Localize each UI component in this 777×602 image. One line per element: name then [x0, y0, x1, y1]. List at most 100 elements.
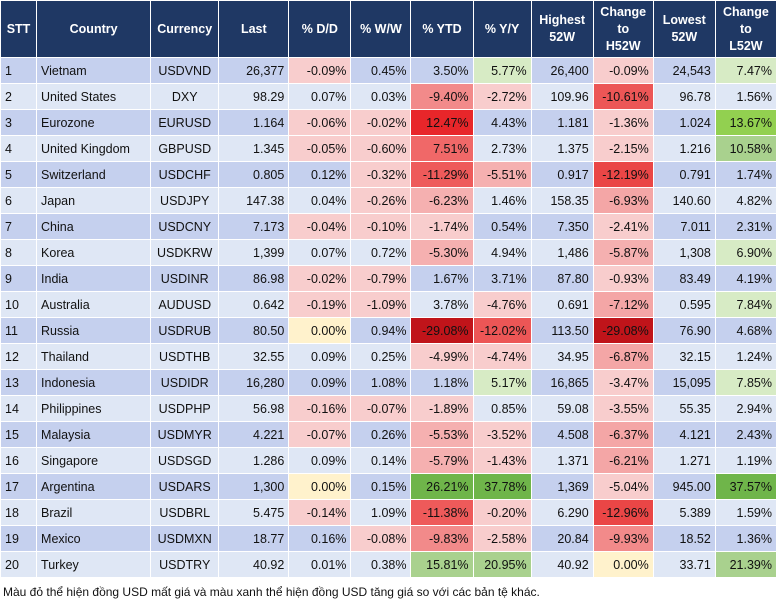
- table-cell: 0.00%: [288, 473, 352, 500]
- table-cell: 34.95: [530, 343, 594, 370]
- table-cell: 15,095: [652, 369, 716, 396]
- table-cell: 4.82%: [714, 187, 777, 214]
- table-cell: 8: [0, 239, 38, 266]
- table-cell: 86.98: [218, 265, 290, 292]
- table-cell: -1.36%: [592, 109, 654, 136]
- table-cell: DXY: [150, 83, 220, 110]
- table-cell: 7.350: [530, 213, 594, 240]
- table-cell: 40.92: [530, 551, 594, 578]
- table-cell: 18.52: [652, 525, 716, 552]
- table-cell: 0.72%: [350, 239, 412, 266]
- table-cell: 2.31%: [714, 213, 777, 240]
- table-cell: -0.02%: [350, 109, 412, 136]
- table-row: 4 United Kingdom GBPUSD 1.345 -0.05% -0.60% 7.…: [0, 135, 777, 162]
- table-cell: 15.81%: [410, 551, 474, 578]
- table-cell: -5.53%: [410, 421, 474, 448]
- table-cell: Japan: [36, 187, 152, 214]
- table-cell: USDBRL: [150, 499, 220, 526]
- table-cell: 87.80: [530, 265, 594, 292]
- table-cell: Singapore: [36, 447, 152, 474]
- table-cell: 1.59%: [714, 499, 777, 526]
- table-cell: -4.99%: [410, 343, 474, 370]
- table-cell: Philippines: [36, 395, 152, 422]
- header-cell: % Y/Y: [472, 0, 532, 58]
- table-cell: -2.58%: [472, 525, 532, 552]
- table-row: 2 United States DXY 98.29 0.07% 0.03% -9.40% -2…: [0, 83, 777, 110]
- table-cell: 10.58%: [714, 135, 777, 162]
- footnote: Màu đỏ thể hiện đồng USD mất giá và màu …: [3, 585, 540, 599]
- table-cell: 1.19%: [714, 447, 777, 474]
- table-cell: 1: [0, 57, 38, 84]
- table-cell: 7.84%: [714, 291, 777, 318]
- table-row: 14 Philippines USDPHP 56.98 -0.16% -0.07% -1.8…: [0, 395, 777, 422]
- table-cell: 1,308: [652, 239, 716, 266]
- table-cell: 945.00: [652, 473, 716, 500]
- table-row: 8 Korea USDKRW 1,399 0.07% 0.72% -5.30% 4.94% 1,…: [0, 239, 777, 266]
- table-cell: 76.90: [652, 317, 716, 344]
- table-cell: 13: [0, 369, 38, 396]
- header-cell: % D/D: [288, 0, 352, 58]
- table-row: 6 Japan USDJPY 147.38 0.04% -0.26% -6.23% 1.46%…: [0, 187, 777, 214]
- table-cell: -0.20%: [472, 499, 532, 526]
- table-cell: -4.76%: [472, 291, 532, 318]
- table-cell: 1.67%: [410, 265, 474, 292]
- table-cell: 1.271: [652, 447, 716, 474]
- table-cell: EURUSD: [150, 109, 220, 136]
- table-cell: 0.791: [652, 161, 716, 188]
- table-cell: 1.56%: [714, 83, 777, 110]
- table-cell: USDTRY: [150, 551, 220, 578]
- table-cell: -5.51%: [472, 161, 532, 188]
- table-cell: -5.30%: [410, 239, 474, 266]
- table-cell: 5.475: [218, 499, 290, 526]
- table-cell: 26,377: [218, 57, 290, 84]
- table-row: 15 Malaysia USDMYR 4.221 -0.07% 0.26% -5.53% -3…: [0, 421, 777, 448]
- table-cell: 1,486: [530, 239, 594, 266]
- table-cell: 7.85%: [714, 369, 777, 396]
- table-row: 10 Australia AUDUSD 0.642 -0.19% -1.09% 3.78% -…: [0, 291, 777, 318]
- table-cell: -0.06%: [288, 109, 352, 136]
- table-cell: -0.02%: [288, 265, 352, 292]
- table-cell: 26.21%: [410, 473, 474, 500]
- table-cell: USDSGD: [150, 447, 220, 474]
- table-cell: 32.55: [218, 343, 290, 370]
- table-cell: 113.50: [530, 317, 594, 344]
- table-cell: 1.74%: [714, 161, 777, 188]
- table-cell: 6.290: [530, 499, 594, 526]
- header-cell: Last: [218, 0, 290, 58]
- table-row: 12 Thailand USDTHB 32.55 0.09% 0.25% -4.99% -4.…: [0, 343, 777, 370]
- table-cell: USDVND: [150, 57, 220, 84]
- table-cell: Vietnam: [36, 57, 152, 84]
- table-cell: 18: [0, 499, 38, 526]
- table-cell: 1.286: [218, 447, 290, 474]
- table-cell: 0.917: [530, 161, 594, 188]
- table-cell: -9.40%: [410, 83, 474, 110]
- table-cell: -3.52%: [472, 421, 532, 448]
- table-cell: -2.41%: [592, 213, 654, 240]
- table-cell: -0.10%: [350, 213, 412, 240]
- table-cell: 0.642: [218, 291, 290, 318]
- table-cell: -0.07%: [350, 395, 412, 422]
- table-cell: -0.09%: [592, 57, 654, 84]
- table-cell: AUDUSD: [150, 291, 220, 318]
- table-cell: 1.375: [530, 135, 594, 162]
- table-cell: 3.71%: [472, 265, 532, 292]
- table-cell: 5.77%: [472, 57, 532, 84]
- table-cell: 0.00%: [288, 317, 352, 344]
- table-row: 11 Russia USDRUB 80.50 0.00% 0.94% -29.08% -12.…: [0, 317, 777, 344]
- table-cell: 5.17%: [472, 369, 532, 396]
- table-cell: 11: [0, 317, 38, 344]
- table-cell: 1.345: [218, 135, 290, 162]
- table-cell: -6.21%: [592, 447, 654, 474]
- table-cell: -2.15%: [592, 135, 654, 162]
- table-cell: -7.12%: [592, 291, 654, 318]
- table-row: 19 Mexico USDMXN 18.77 0.16% -0.08% -9.83% -2.5…: [0, 525, 777, 552]
- table-cell: 0.85%: [472, 395, 532, 422]
- table-cell: -1.89%: [410, 395, 474, 422]
- table-cell: -5.87%: [592, 239, 654, 266]
- table-cell: 21.39%: [714, 551, 777, 578]
- table-cell: Thailand: [36, 343, 152, 370]
- table-cell: -6.23%: [410, 187, 474, 214]
- table-cell: 1.24%: [714, 343, 777, 370]
- table-cell: 1.09%: [350, 499, 412, 526]
- table-cell: 2.94%: [714, 395, 777, 422]
